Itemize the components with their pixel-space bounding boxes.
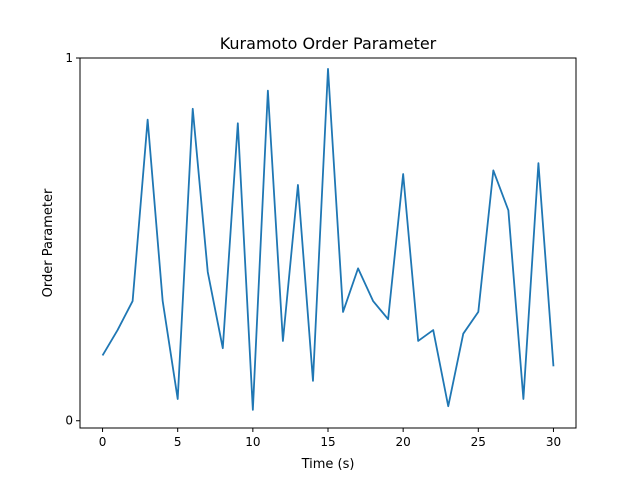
x-tick-label: 15: [320, 435, 335, 449]
x-tick-label: 0: [99, 435, 107, 449]
plot-frame: [79, 57, 577, 429]
y-tick-label: 1: [65, 51, 73, 65]
x-tick-label: 30: [546, 435, 561, 449]
x-axis-label: Time (s): [301, 457, 355, 472]
x-tick-label: 5: [174, 435, 182, 449]
y-axis: 01: [65, 51, 80, 428]
x-tick-label: 20: [396, 435, 411, 449]
x-axis: 0 5 10 15 20 25 30: [99, 428, 561, 449]
plot-area: [79, 57, 577, 429]
y-tick-label: 0: [65, 414, 73, 428]
chart-title: Kuramoto Order Parameter: [220, 34, 437, 53]
y-axis-label: Order Parameter: [41, 188, 56, 297]
x-tick-label: 10: [245, 435, 260, 449]
series-line: [101, 67, 555, 411]
x-tick-label: 25: [471, 435, 486, 449]
